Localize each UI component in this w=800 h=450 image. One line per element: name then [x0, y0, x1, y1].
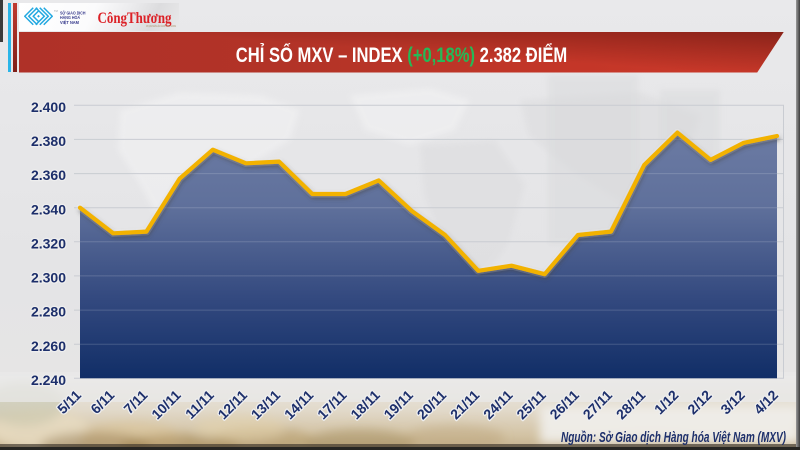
svg-text:2.260: 2.260: [31, 338, 66, 354]
svg-text:CƠ QUAN NGÔN LUẬN CỦA BỘ CÔNG: CƠ QUAN NGÔN LUẬN CỦA BỘ CÔNG THƯƠNG: [146, 23, 176, 28]
svg-text:TM: TM: [54, 9, 58, 13]
svg-text:HÀNG HÓA: HÀNG HÓA: [60, 13, 80, 21]
svg-text:2.360: 2.360: [31, 167, 66, 183]
svg-text:2.280: 2.280: [31, 304, 66, 320]
svg-text:2.240: 2.240: [31, 372, 66, 388]
svg-text:2.400: 2.400: [31, 99, 66, 115]
svg-text:2.320: 2.320: [31, 236, 66, 252]
svg-text:Nguồn: Sở Giao dịch Hàng hóa V: Nguồn: Sở Giao dịch Hàng hóa Việt Nam (M…: [561, 428, 786, 446]
svg-text:2.380: 2.380: [31, 133, 66, 149]
svg-text:SỞ GIAO DỊCH: SỞ GIAO DỊCH: [60, 9, 86, 16]
svg-text:VIỆT NAM: VIỆT NAM: [60, 18, 79, 26]
svg-text:2.340: 2.340: [31, 201, 66, 217]
svg-text:2.300: 2.300: [31, 270, 66, 286]
svg-text:CôngThương: CôngThương: [97, 10, 171, 27]
